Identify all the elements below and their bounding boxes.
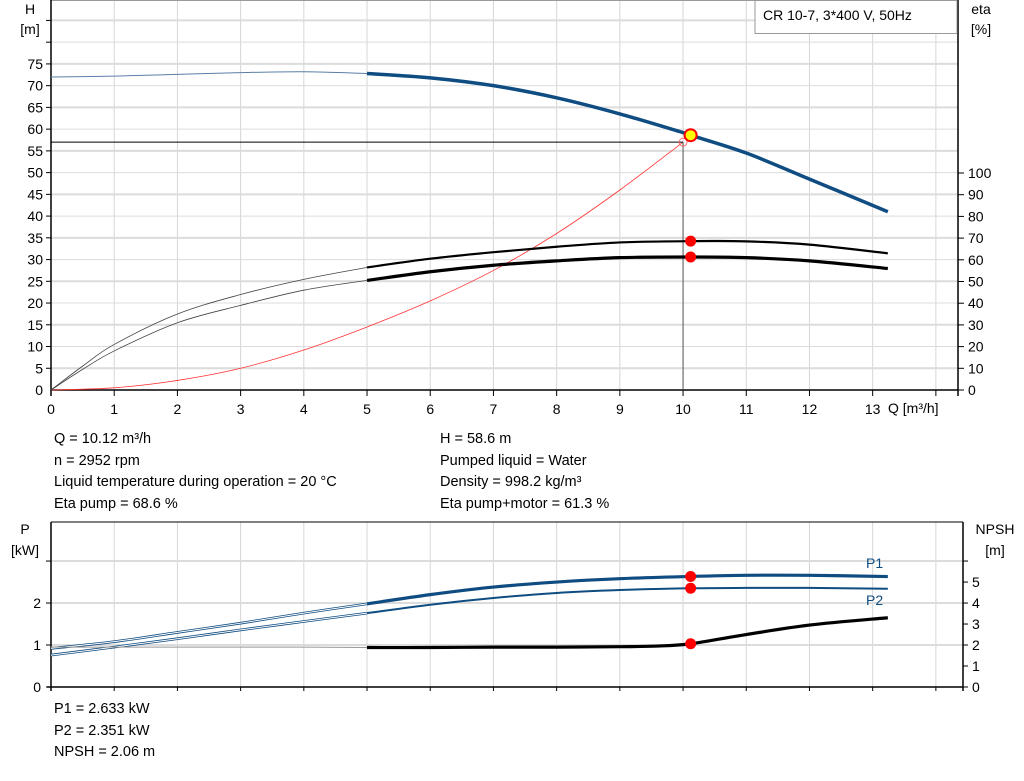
y-right-unit-eta: [%] bbox=[971, 21, 991, 37]
y-left-tick-label: 1 bbox=[33, 637, 41, 653]
y-right-tick-label: 100 bbox=[968, 165, 992, 181]
result-p2: P2 = 2.351 kW bbox=[54, 723, 150, 739]
legend-box: CR 10-7, 3*400 V, 50Hz bbox=[754, 0, 958, 34]
y-right-tick-label: 0 bbox=[968, 382, 976, 398]
y-right-tick-label: 20 bbox=[968, 339, 984, 355]
x-tick-label: 12 bbox=[802, 401, 818, 417]
grid bbox=[51, 0, 963, 687]
npsh-duty-marker bbox=[685, 638, 697, 650]
x-tick-label: 3 bbox=[237, 401, 245, 417]
x-tick-label: 10 bbox=[675, 401, 691, 417]
eta-pump-curve bbox=[366, 239, 888, 269]
p2-curve bbox=[366, 586, 888, 615]
y-left-tick-label: 0 bbox=[35, 382, 43, 398]
y-left-tick-label: 2 bbox=[33, 595, 41, 611]
y-left-tick-label: 70 bbox=[27, 78, 43, 94]
head-curve-extended bbox=[50, 71, 368, 78]
x-tick-label: 0 bbox=[47, 401, 55, 417]
marks bbox=[50, 71, 889, 657]
y-left-tick-label: 10 bbox=[27, 339, 43, 355]
p1-curve bbox=[366, 573, 888, 606]
y-left-tick-label: 75 bbox=[27, 56, 43, 72]
y-left-unit-p: [kW] bbox=[11, 542, 39, 558]
axes bbox=[46, 0, 968, 691]
y-right-tick-label: 1 bbox=[972, 658, 980, 674]
y-right-label-eta: eta bbox=[971, 1, 991, 17]
y-left-tick-label: 0 bbox=[33, 679, 41, 695]
eta-pump-duty-marker bbox=[685, 235, 697, 247]
y-left-label-h: H bbox=[25, 1, 35, 17]
result-eta-pump: Eta pump = 68.6 % bbox=[54, 496, 178, 512]
series-label-p2: P2 bbox=[866, 592, 883, 608]
y-right-tick-label: 90 bbox=[968, 187, 984, 203]
y-right-tick-label: 60 bbox=[968, 252, 984, 268]
y-right-tick-label: 3 bbox=[972, 616, 980, 632]
y-right-tick-label: 80 bbox=[968, 208, 984, 224]
eta-pump-motor-curve-extended bbox=[50, 280, 368, 391]
head-curve bbox=[366, 71, 889, 214]
result-npsh: NPSH = 2.06 m bbox=[54, 744, 156, 760]
p2-duty-marker bbox=[685, 582, 697, 594]
chart-title: CR 10-7, 3*400 V, 50Hz bbox=[763, 7, 912, 23]
y-left-tick-label: 15 bbox=[27, 317, 43, 333]
requested-point bbox=[678, 137, 688, 147]
y-right-tick-label: 10 bbox=[968, 360, 984, 376]
y-left-tick-label: 30 bbox=[27, 252, 43, 268]
x-tick-label: 5 bbox=[363, 401, 371, 417]
y-right-tick-label: 2 bbox=[972, 637, 980, 653]
x-tick-label: 9 bbox=[616, 401, 624, 417]
eta-pump-motor-curve bbox=[366, 255, 888, 283]
y-right-label-npsh: NPSH bbox=[976, 521, 1015, 537]
result-head: H = 58.6 m bbox=[440, 431, 512, 447]
y-left-unit-h: [m] bbox=[20, 21, 39, 37]
x-axis-label: Q [m³/h] bbox=[888, 400, 939, 416]
y-right-tick-label: 40 bbox=[968, 295, 984, 311]
eta-pump-motor-duty-marker bbox=[685, 251, 697, 263]
tick-labels: 0 1 2 3 4 5 6 7 8 9 10 11 12 130510152025303540455055… bbox=[27, 56, 991, 695]
x-tick-label: 6 bbox=[426, 401, 434, 417]
system-curve bbox=[50, 141, 684, 391]
y-right-tick-label: 5 bbox=[972, 574, 980, 590]
y-left-tick-label: 55 bbox=[27, 143, 43, 159]
result-temperature: Liquid temperature during operation = 20… bbox=[54, 474, 337, 490]
result-density: Density = 998.2 kg/m³ bbox=[440, 474, 582, 490]
result-p1: P1 = 2.633 kW bbox=[54, 701, 150, 717]
eta-pump-curve-extended bbox=[50, 267, 368, 391]
x-tick-label: 2 bbox=[174, 401, 182, 417]
result-liquid: Pumped liquid = Water bbox=[440, 453, 587, 469]
x-tick-label: 11 bbox=[739, 401, 754, 417]
y-left-tick-label: 20 bbox=[27, 295, 43, 311]
y-left-label-p: P bbox=[20, 521, 29, 537]
result-flow: Q = 10.12 m³/h bbox=[54, 431, 152, 447]
duty-point-marker bbox=[683, 128, 698, 143]
y-right-tick-label: 4 bbox=[972, 595, 980, 611]
y-right-tick-label: 50 bbox=[968, 274, 984, 290]
series-label-p1: P1 bbox=[866, 555, 883, 571]
npsh-curve bbox=[367, 616, 888, 650]
p1-curve-extended-inner bbox=[50, 603, 368, 649]
y-right-tick-label: 30 bbox=[968, 317, 984, 333]
y-left-tick-label: 35 bbox=[27, 230, 43, 246]
y-left-tick-label: 50 bbox=[27, 165, 43, 181]
x-tick-label: 1 bbox=[110, 401, 118, 417]
y-left-tick-label: 45 bbox=[27, 186, 43, 202]
x-tick-label: 8 bbox=[553, 401, 561, 417]
y-left-tick-label: 60 bbox=[27, 121, 43, 137]
y-right-unit-npsh: [m] bbox=[985, 542, 1004, 558]
x-tick-label: 7 bbox=[490, 401, 498, 417]
p1-duty-marker bbox=[685, 570, 697, 582]
result-eta-total: Eta pump+motor = 61.3 % bbox=[440, 496, 610, 512]
y-left-tick-label: 40 bbox=[27, 208, 43, 224]
result-speed: n = 2952 rpm bbox=[54, 453, 140, 469]
y-left-tick-label: 5 bbox=[35, 360, 43, 376]
y-right-tick-label: 70 bbox=[968, 230, 984, 246]
y-left-tick-label: 65 bbox=[27, 99, 43, 115]
x-tick-label: 4 bbox=[300, 401, 308, 417]
p2-curve-extended-inner bbox=[50, 612, 368, 656]
y-right-tick-label: 0 bbox=[972, 679, 980, 695]
x-tick-label: 13 bbox=[865, 401, 881, 417]
y-left-tick-label: 25 bbox=[27, 273, 43, 289]
